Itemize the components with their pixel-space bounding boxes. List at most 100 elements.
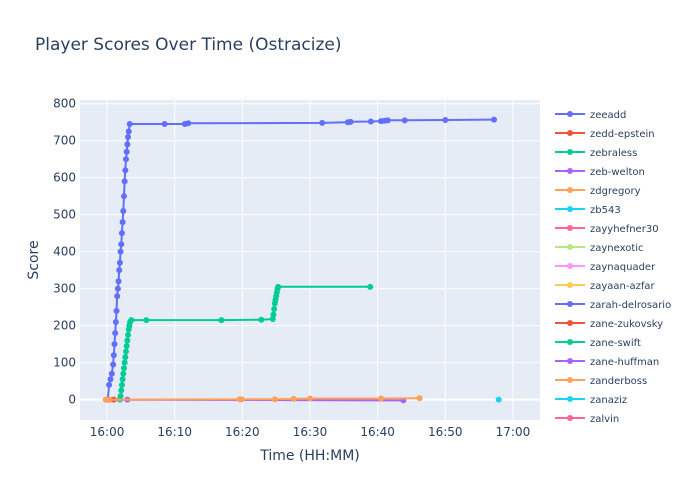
y-tick-label: 400 [53, 245, 76, 259]
legend-marker [567, 111, 573, 117]
data-point [123, 343, 130, 350]
data-point [275, 283, 282, 290]
y-tick-label: 200 [53, 319, 76, 333]
data-point [143, 317, 150, 324]
legend-item[interactable]: zeb-welton [555, 167, 645, 178]
legend-marker [567, 377, 573, 383]
y-tick-label: 800 [53, 97, 76, 111]
legend-item[interactable]: zalvin [555, 414, 619, 425]
data-point [270, 311, 277, 318]
data-point [122, 354, 129, 361]
legend-item[interactable]: zb543 [555, 205, 621, 216]
legend-item[interactable]: zayaan-azfar [555, 281, 656, 292]
data-point [491, 116, 497, 123]
data-point [125, 331, 132, 338]
data-point [269, 316, 276, 323]
series-zb543 [495, 396, 502, 403]
data-point [120, 207, 127, 214]
data-point [347, 118, 354, 125]
legend-item[interactable]: zarah-delrosario [555, 300, 671, 311]
y-tick-label: 300 [53, 282, 76, 296]
data-point [307, 395, 313, 402]
data-point [119, 376, 126, 383]
legend-label: zayaan-azfar [590, 281, 656, 292]
data-point [161, 121, 168, 128]
data-point [271, 306, 278, 313]
data-point [114, 293, 121, 300]
data-point [367, 283, 374, 290]
data-point [416, 395, 423, 402]
legend-label: zb543 [590, 205, 621, 216]
data-point [125, 128, 132, 135]
legend-marker [567, 358, 573, 364]
x-tick-label: 16:30 [293, 425, 328, 439]
legend-item[interactable]: zaynaquader [555, 262, 656, 273]
series-zebraless [116, 283, 374, 403]
data-point [495, 396, 502, 403]
legend-item[interactable]: zdgregory [555, 186, 641, 197]
data-point [112, 330, 119, 337]
legend-item[interactable]: zanaziz [555, 395, 627, 406]
data-point [258, 316, 265, 323]
legend-label: zane-huffman [590, 357, 659, 368]
legend-item[interactable]: zane-huffman [555, 357, 659, 368]
legend-background [548, 100, 698, 423]
legend-label: zeeadd [590, 110, 626, 121]
legend-label: zayyhefner30 [590, 224, 659, 235]
legend-label: zalvin [590, 414, 619, 425]
legend-item[interactable]: zane-swift [555, 338, 641, 349]
legend-item[interactable]: zanderboss [555, 376, 647, 387]
series-zdgregory [102, 395, 423, 403]
data-point [119, 219, 126, 226]
legend-item[interactable]: zaynexotic [555, 243, 644, 254]
data-point [124, 337, 131, 344]
data-point [442, 116, 449, 123]
data-point [367, 118, 374, 125]
data-point [117, 392, 124, 399]
data-point [113, 307, 120, 314]
legend-marker [567, 206, 573, 212]
legend-item[interactable]: zedd-epstein [555, 129, 655, 140]
data-point [115, 278, 122, 285]
legend-label: zebraless [590, 148, 637, 159]
legend-item[interactable]: zeeadd [555, 110, 626, 121]
legend-item[interactable]: zebraless [555, 148, 637, 159]
x-tick-label: 16:10 [157, 425, 192, 439]
legend-item[interactable]: zayyhefner30 [555, 224, 659, 235]
data-point [107, 376, 114, 383]
legend: zeeadd zedd-epstein zebraless zeb-welton zdg… [548, 100, 698, 425]
data-point [118, 387, 125, 394]
data-point [120, 365, 127, 372]
legend-marker [567, 168, 573, 174]
legend-label: zdgregory [590, 186, 641, 197]
legend-label: zanderboss [590, 376, 647, 387]
data-point [271, 396, 278, 403]
data-point [123, 148, 130, 155]
legend-marker [567, 263, 573, 269]
y-tick-label: 100 [53, 356, 76, 370]
legend-marker [567, 225, 573, 231]
legend-item[interactable]: zane-zukovsky [555, 319, 663, 330]
data-point [378, 395, 385, 402]
legend-marker [567, 339, 573, 345]
y-tick-label: 0 [68, 393, 76, 407]
series-layer [102, 116, 502, 404]
data-point [110, 361, 117, 368]
legend-label: zaynexotic [590, 243, 644, 254]
y-axis-label: Score [26, 240, 42, 279]
data-point [120, 193, 127, 200]
data-point [125, 133, 132, 140]
data-point [111, 341, 118, 348]
x-tick-label: 16:40 [360, 425, 395, 439]
data-point [123, 348, 129, 355]
data-point [118, 230, 125, 237]
data-point [118, 381, 125, 388]
data-point [319, 119, 326, 126]
data-point [218, 317, 225, 324]
x-tick-label: 16:00 [90, 425, 125, 439]
data-point [116, 267, 123, 274]
legend-label: zane-zukovsky [590, 319, 663, 330]
data-point [128, 317, 135, 324]
data-point [108, 370, 115, 377]
axis-ticks: 0 100 200 300 400 500 600 700 800 16:00 16:10 16:20… [53, 97, 530, 439]
